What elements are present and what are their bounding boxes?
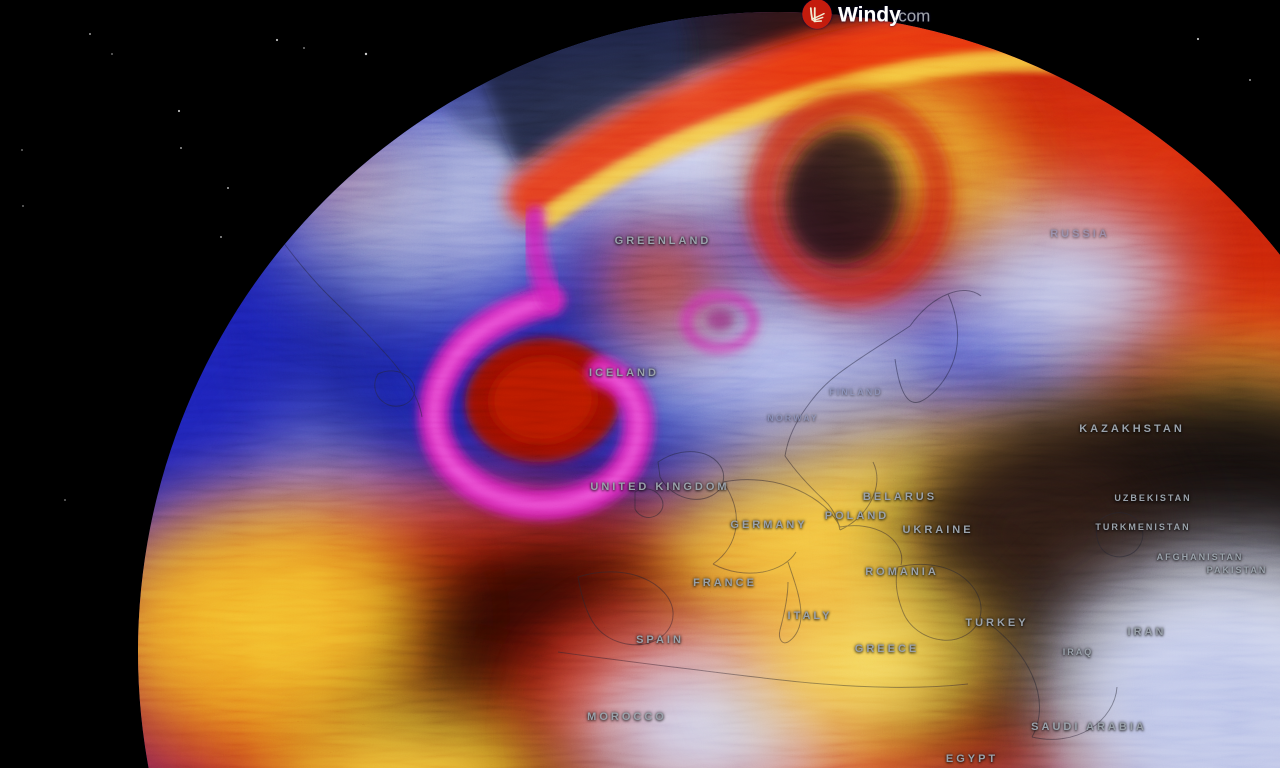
svg-text:Windy: Windy xyxy=(838,4,901,27)
svg-text:.com: .com xyxy=(894,7,931,26)
